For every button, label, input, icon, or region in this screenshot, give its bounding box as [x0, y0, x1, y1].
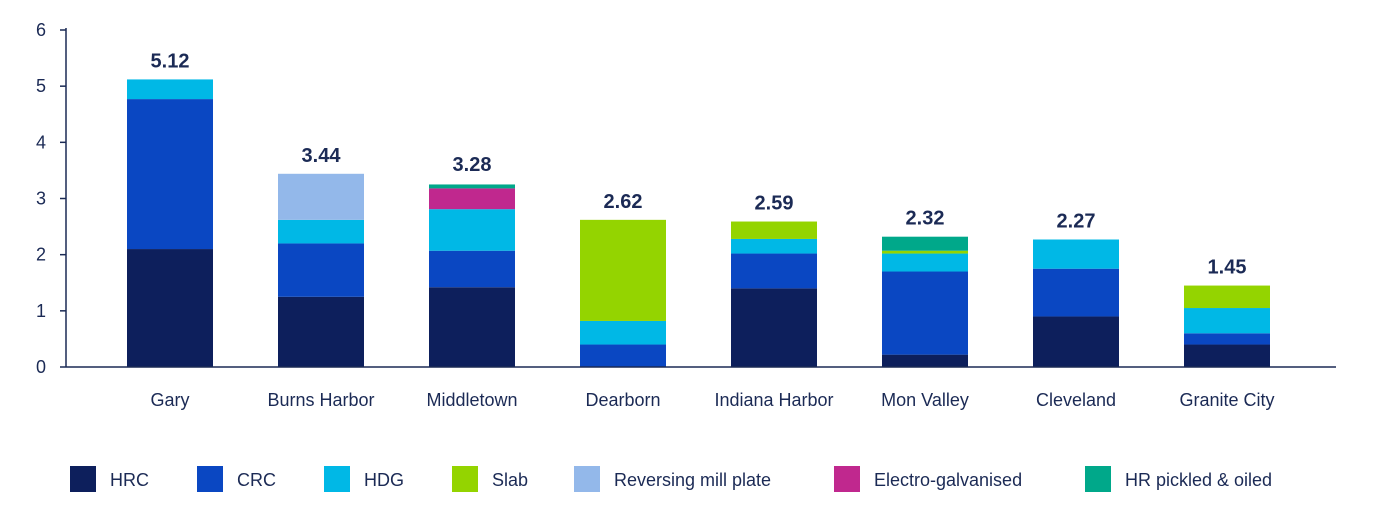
- y-tick-label: 5: [36, 76, 46, 96]
- legend-item-hr-pickled-oiled: HR pickled & oiled: [1085, 466, 1272, 492]
- bar-segment-electro-galvanised-middletown: [429, 188, 515, 210]
- bar-segment-crc-burns-harbor: [278, 243, 364, 297]
- bar-segment-slab-indiana-harbor: [731, 221, 817, 239]
- total-label: 2.32: [906, 208, 945, 230]
- bar-segment-hdg-mon-valley: [882, 253, 968, 272]
- bar-segment-crc-cleveland: [1033, 268, 1119, 317]
- total-label: 3.44: [302, 145, 342, 167]
- y-tick-label: 1: [36, 301, 46, 321]
- bar-segment-hdg-cleveland: [1033, 239, 1119, 269]
- x-category-label: Mon Valley: [881, 390, 969, 410]
- y-tick-label: 2: [36, 245, 46, 265]
- y-tick-label: 4: [36, 132, 46, 152]
- legend-label: Electro-galvanised: [874, 470, 1022, 490]
- bar-segment-hdg-indiana-harbor: [731, 238, 817, 254]
- y-tick-label: 0: [36, 357, 46, 377]
- x-category-label: Indiana Harbor: [714, 390, 833, 410]
- total-label: 2.62: [604, 191, 643, 213]
- y-tick-label: 3: [36, 189, 46, 209]
- bar-segment-hdg-dearborn: [580, 320, 666, 345]
- bar-segment-hr-pickled-oiled-middletown: [429, 184, 515, 189]
- bar-segment-crc-middletown: [429, 250, 515, 288]
- legend-item-hrc: HRC: [70, 466, 149, 492]
- x-axis: Gary Burns Harbor Middletown Dearborn Indian…: [66, 366, 1336, 410]
- x-category-label: Cleveland: [1036, 390, 1116, 410]
- legend-swatch: [324, 466, 350, 492]
- legend-item-slab: Slab: [452, 466, 528, 492]
- bar-segment-crc-dearborn: [580, 344, 666, 367]
- legend-label: HDG: [364, 470, 404, 490]
- bar-segment-reversing-mill-plate-burns-harbor: [278, 173, 364, 220]
- x-category-label: Granite City: [1179, 390, 1274, 410]
- bar-segment-crc-indiana-harbor: [731, 253, 817, 289]
- total-label: 2.27: [1057, 211, 1096, 233]
- bar-segment-crc-granite-city: [1184, 333, 1270, 345]
- total-label: 2.59: [755, 193, 794, 215]
- bar-segment-hdg-granite-city: [1184, 308, 1270, 334]
- x-category-label: Burns Harbor: [267, 390, 374, 410]
- legend-swatch: [70, 466, 96, 492]
- legend-item-crc: CRC: [197, 466, 276, 492]
- bar-segment-hdg-gary: [127, 79, 213, 100]
- bar-segment-hrc-granite-city: [1184, 344, 1270, 367]
- x-category-label: Dearborn: [585, 390, 660, 410]
- bar-segment-crc-mon-valley: [882, 271, 968, 355]
- legend-swatch: [452, 466, 478, 492]
- bar-segment-hrc-gary: [127, 249, 213, 367]
- legend-item-electro-galvanised: Electro-galvanised: [834, 466, 1022, 492]
- y-axis: 0 1 2 3 4 5 6: [36, 20, 67, 377]
- bar-segment-slab-mon-valley: [882, 250, 968, 254]
- bar-segment-hrc-burns-harbor: [278, 296, 364, 367]
- legend-item-reversing-mill-plate: Reversing mill plate: [574, 466, 771, 492]
- total-labels: 5.12 3.44 3.28 2.62 2.59 2.32 2.27 1.45: [151, 50, 1247, 278]
- bar-segment-slab-granite-city: [1184, 285, 1270, 309]
- legend-label: Slab: [492, 470, 528, 490]
- total-label: 1.45: [1208, 257, 1247, 279]
- legend-item-hdg: HDG: [324, 466, 404, 492]
- bar-segment-hr-pickled-oiled-mon-valley: [882, 236, 968, 251]
- total-label: 3.28: [453, 154, 492, 176]
- legend-label: CRC: [237, 470, 276, 490]
- bars: [127, 79, 1270, 367]
- total-label: 5.12: [151, 50, 190, 72]
- legend: HRC CRC HDG Slab Reversing mill plate Electro…: [70, 466, 1272, 492]
- bar-segment-hdg-burns-harbor: [278, 219, 364, 244]
- bar-segment-slab-dearborn: [580, 219, 666, 321]
- x-category-label: Gary: [150, 390, 189, 410]
- x-category-label: Middletown: [426, 390, 517, 410]
- legend-label: HRC: [110, 470, 149, 490]
- bar-segment-hrc-middletown: [429, 287, 515, 367]
- legend-swatch: [197, 466, 223, 492]
- legend-label: Reversing mill plate: [614, 470, 771, 490]
- legend-label: HR pickled & oiled: [1125, 470, 1272, 490]
- y-tick-label: 6: [36, 20, 46, 40]
- bar-segment-hdg-middletown: [429, 209, 515, 251]
- legend-swatch: [1085, 466, 1111, 492]
- legend-swatch: [834, 466, 860, 492]
- bar-segment-crc-gary: [127, 99, 213, 250]
- bar-segment-hrc-mon-valley: [882, 354, 968, 367]
- bar-segment-hrc-indiana-harbor: [731, 288, 817, 367]
- bar-segment-hrc-cleveland: [1033, 316, 1119, 367]
- legend-swatch: [574, 466, 600, 492]
